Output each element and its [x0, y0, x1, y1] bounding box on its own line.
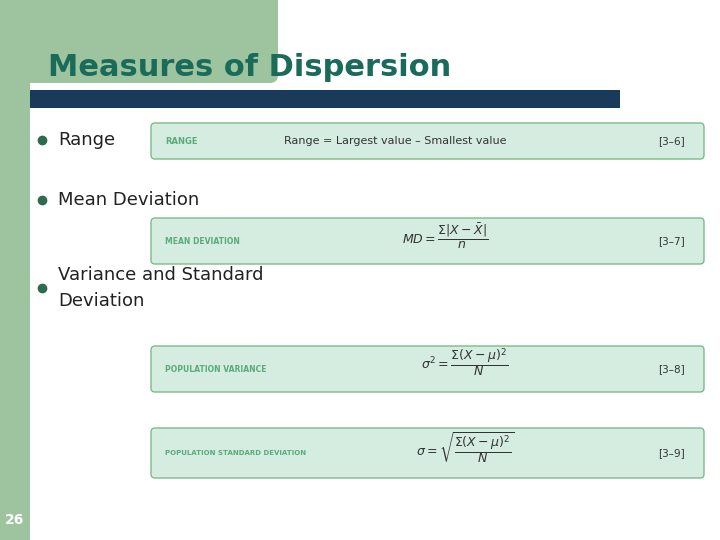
FancyBboxPatch shape [151, 123, 704, 159]
Text: POPULATION STANDARD DEVIATION: POPULATION STANDARD DEVIATION [165, 450, 306, 456]
Text: $\sigma^2 = \dfrac{\Sigma(X - \mu)^2}{N}$: $\sigma^2 = \dfrac{\Sigma(X - \mu)^2}{N}… [421, 347, 508, 379]
Text: Measures of Dispersion: Measures of Dispersion [48, 53, 451, 83]
FancyBboxPatch shape [151, 218, 704, 264]
Text: Range: Range [58, 131, 115, 149]
Bar [0, 0, 30, 540]
Text: [3–8]: [3–8] [658, 364, 685, 374]
FancyBboxPatch shape [151, 428, 704, 478]
Text: [3–9]: [3–9] [658, 448, 685, 458]
Text: MEAN DEVIATION: MEAN DEVIATION [165, 237, 240, 246]
Text: Variance and Standard
Deviation: Variance and Standard Deviation [58, 267, 264, 309]
Text: [3–7]: [3–7] [658, 236, 685, 246]
Text: $MD = \dfrac{\Sigma|X - \bar{X}|}{n}$: $MD = \dfrac{\Sigma|X - \bar{X}|}{n}$ [402, 221, 488, 251]
Text: 26: 26 [5, 513, 24, 527]
Text: [3–6]: [3–6] [658, 136, 685, 146]
Bar [30, 90, 620, 108]
Text: $\sigma = \sqrt{\dfrac{\Sigma(X - \mu)^2}{N}}$: $\sigma = \sqrt{\dfrac{\Sigma(X - \mu)^2… [415, 430, 514, 465]
Text: RANGE: RANGE [165, 137, 197, 145]
Text: Mean Deviation: Mean Deviation [58, 191, 199, 209]
FancyBboxPatch shape [0, 0, 278, 83]
Text: Range = Largest value – Smallest value: Range = Largest value – Smallest value [284, 136, 506, 146]
FancyBboxPatch shape [151, 346, 704, 392]
Text: POPULATION VARIANCE: POPULATION VARIANCE [165, 364, 266, 374]
